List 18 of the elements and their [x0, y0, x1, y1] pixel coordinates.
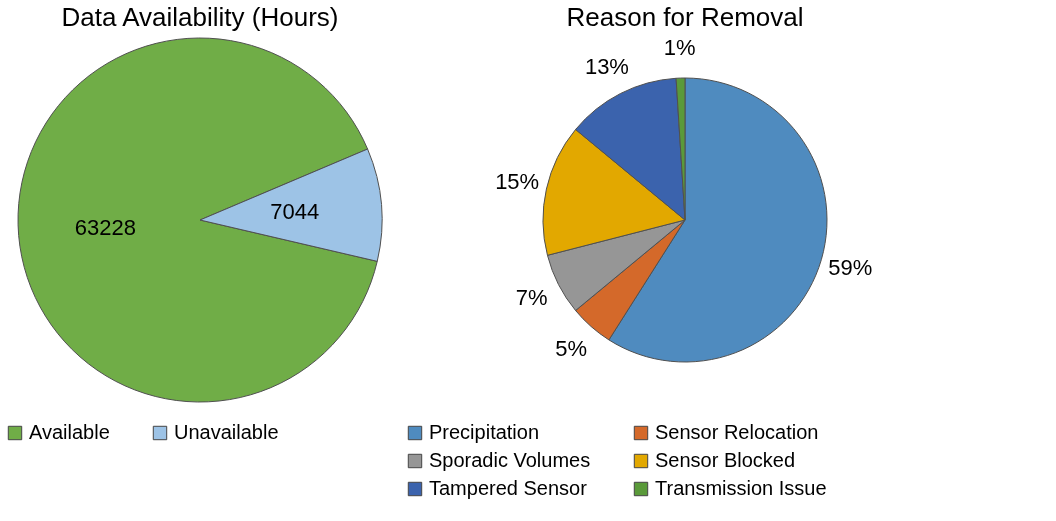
data-label: 7%	[515, 285, 548, 311]
legend-label: Precipitation	[429, 421, 540, 443]
data-label: 13%	[584, 53, 629, 79]
chart-title: Reason for Removal	[566, 2, 804, 32]
legend-label: Sensor Blocked	[655, 449, 796, 471]
legend-label: Transmission Issue	[655, 477, 827, 499]
data-label: 1%	[663, 35, 696, 61]
data-label: 5%	[555, 336, 588, 362]
data-label: 15%	[495, 169, 540, 195]
legend-label: Tampered Sensor	[429, 477, 588, 499]
data-label: 63228	[74, 215, 136, 241]
chart-title: Data Availability (Hours)	[61, 2, 339, 32]
data-label: 59%	[828, 254, 873, 280]
data-label: 7044	[270, 198, 320, 224]
legend-label: Sporadic Volumes	[429, 449, 591, 471]
legend-label: Unavailable	[174, 421, 279, 443]
legend-label: Sensor Relocation	[655, 421, 819, 443]
legend-label: Available	[29, 421, 110, 443]
